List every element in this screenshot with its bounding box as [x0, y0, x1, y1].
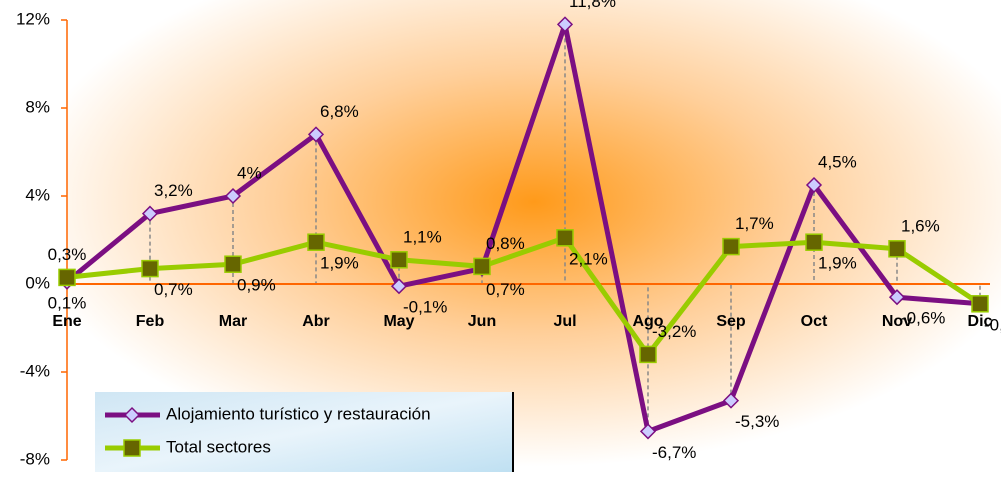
marker — [224, 187, 242, 205]
data-label: 3,2% — [154, 181, 193, 200]
marker — [722, 392, 740, 409]
legend-marker — [123, 439, 141, 457]
x-tick-label: Feb — [136, 313, 165, 330]
data-label: 0,7% — [154, 280, 193, 299]
marker — [58, 268, 76, 287]
marker — [556, 16, 574, 33]
x-tick-label: Jun — [468, 313, 496, 330]
legend-marker — [123, 406, 141, 424]
x-tick-label: Dic — [968, 313, 993, 330]
x-tick-label: Oct — [801, 313, 828, 330]
data-label: 6,8% — [320, 102, 359, 121]
x-tick-label: May — [383, 313, 414, 330]
data-label: 1,7% — [735, 214, 774, 233]
x-tick-label: Ene — [52, 313, 81, 330]
marker — [141, 205, 159, 222]
marker — [805, 176, 823, 194]
data-label: -0,1% — [403, 298, 447, 317]
data-label: -0,6% — [901, 309, 945, 328]
legend-label: Alojamiento turístico y restauración — [166, 404, 431, 423]
data-label: -5,3% — [735, 412, 779, 431]
marker — [307, 233, 325, 251]
x-tick-label: Abr — [302, 313, 330, 330]
data-label: 0,7% — [486, 280, 525, 299]
data-label: -3,2% — [652, 322, 696, 341]
legend-label: Total sectores — [166, 437, 271, 456]
marker — [473, 257, 491, 276]
marker — [390, 278, 408, 295]
marker — [805, 233, 823, 251]
data-label: 0,9% — [237, 276, 276, 295]
data-label: -0,9% — [984, 315, 1001, 334]
data-label: 11,8% — [569, 0, 616, 11]
data-label: 4,5% — [818, 152, 857, 171]
data-label: 1,1% — [403, 227, 442, 246]
data-label: 0,3% — [48, 245, 87, 264]
y-tick-label: -8% — [20, 449, 50, 468]
data-label: 1,6% — [901, 216, 940, 235]
marker — [639, 345, 657, 364]
y-tick-label: 12% — [16, 9, 50, 28]
marker — [971, 295, 989, 313]
data-label: 0,8% — [486, 234, 525, 253]
series-line — [65, 21, 981, 434]
marker — [307, 126, 325, 143]
marker — [390, 251, 408, 269]
marker — [556, 229, 574, 247]
y-tick-label: 0% — [25, 273, 50, 292]
x-tick-label: Jul — [553, 313, 576, 330]
marker — [722, 237, 740, 256]
marker — [224, 255, 242, 273]
legend-box — [95, 392, 513, 472]
x-tick-label: Ago — [632, 313, 663, 330]
data-label: 2,1% — [569, 249, 608, 268]
data-label: -6,7% — [652, 443, 696, 462]
marker — [141, 259, 159, 278]
data-label: 1,9% — [320, 254, 359, 273]
x-tick-label: Mar — [219, 313, 247, 330]
x-tick-label: Sep — [716, 313, 746, 330]
data-label: 4% — [237, 163, 262, 182]
y-tick-label: 4% — [25, 185, 50, 204]
y-tick-label: 8% — [25, 97, 50, 116]
data-label: 1,9% — [818, 254, 857, 273]
marker — [639, 423, 657, 440]
x-tick-label: Nov — [882, 313, 912, 330]
series-line — [66, 235, 982, 357]
marker — [888, 240, 906, 258]
marker — [888, 289, 906, 306]
legend: Alojamiento turístico y restauración Tota… — [95, 392, 514, 472]
data-label: 0,1% — [48, 293, 87, 312]
y-tick-label: -4% — [20, 361, 50, 380]
